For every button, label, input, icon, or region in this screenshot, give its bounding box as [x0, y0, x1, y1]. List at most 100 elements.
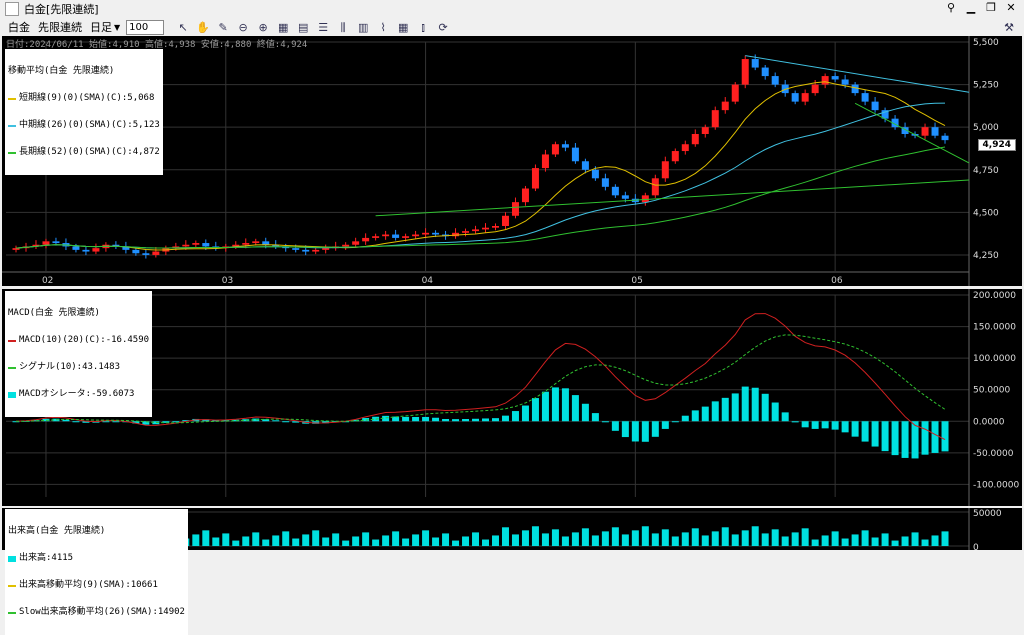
- close-button[interactable]: ✕: [1006, 1, 1016, 14]
- grid-icon[interactable]: ▤: [297, 20, 309, 34]
- legend-swatch: [8, 151, 16, 154]
- candle-body: [611, 186, 619, 196]
- candle-body: [761, 67, 769, 77]
- candle-body: [891, 118, 899, 128]
- volume-bar: [282, 531, 290, 546]
- candle-icon[interactable]: ⫾: [421, 20, 425, 34]
- price-chart[interactable]: 5,500 5,250 5,000 4,750 4,500 4,250 02 03 04 05 06: [2, 36, 1022, 286]
- volume-bar: [292, 538, 300, 546]
- pointer-icon[interactable]: ↖: [178, 20, 188, 34]
- macd-panel[interactable]: 200.0000 150.0000 100.0000 50.0000 0.0000 -50…: [2, 289, 1022, 506]
- chart-settings-icon[interactable]: ▦: [277, 20, 289, 34]
- legend-label: MACD(10)(20)(C):-16.4590: [19, 335, 150, 345]
- osc-bar: [721, 397, 729, 422]
- candle-body: [342, 244, 350, 247]
- osc-bar: [811, 421, 819, 429]
- osc-bar: [422, 416, 430, 422]
- refresh-icon[interactable]: ⟳: [438, 20, 448, 34]
- y-tick-label: 50000: [973, 509, 1002, 519]
- list-icon[interactable]: ☰: [318, 20, 329, 34]
- candle-body: [791, 93, 799, 102]
- legend-label: MACDオシレータ:-59.6073: [19, 389, 135, 399]
- macd-legend[interactable]: MACD(白金 先限連続) MACD(10)(20)(C):-16.4590 シ…: [5, 291, 153, 417]
- volume-bar: [402, 538, 410, 546]
- chevron-down-icon[interactable]: ▼: [114, 22, 121, 32]
- volume-bar: [192, 534, 200, 546]
- x-tick-label: 02: [42, 276, 53, 286]
- volume-bar: [921, 539, 929, 546]
- candle-body: [132, 249, 140, 254]
- bar-chart-icon[interactable]: ▥: [357, 20, 369, 34]
- y-tick-label: 50.0000: [973, 386, 1010, 396]
- volume-bar: [352, 536, 360, 546]
- osc-bar: [751, 387, 759, 422]
- osc-bar: [601, 421, 609, 423]
- ma-legend[interactable]: 移動平均(白金 先限連続) 短期線(9)(0)(SMA)(C):5,068 中期…: [5, 49, 163, 175]
- candle-body: [412, 234, 420, 237]
- volume-bar: [472, 532, 480, 546]
- volume-bar: [482, 539, 490, 546]
- volume-legend[interactable]: 出来高(白金 先限連続) 出来高:4115 出来高移動平均(9)(SMA):10…: [5, 509, 188, 635]
- osc-bar: [701, 406, 709, 422]
- candle-body: [262, 241, 270, 245]
- macd-line: [15, 313, 946, 441]
- pencil-icon[interactable]: ✎: [218, 20, 228, 34]
- volume-bar: [452, 540, 460, 546]
- candle-body: [521, 188, 529, 203]
- osc-bar: [112, 421, 120, 423]
- osc-bar: [671, 421, 679, 423]
- osc-bar: [771, 402, 779, 422]
- minimize-button[interactable]: ▁: [966, 1, 976, 14]
- candle-body: [142, 253, 150, 255]
- legend-swatch: [8, 611, 16, 614]
- candle-body: [172, 246, 180, 249]
- candle-body: [871, 101, 879, 111]
- restore-button[interactable]: ❐: [986, 1, 996, 14]
- osc-bar: [342, 421, 350, 423]
- period-dropdown[interactable]: 日足: [90, 21, 112, 34]
- osc-bar: [72, 421, 80, 423]
- y-tick-label: -50.0000: [973, 449, 1014, 459]
- pin-icon[interactable]: ⚲: [946, 1, 956, 14]
- volume-legend-vol: 出来高:4115: [8, 554, 185, 563]
- macd-legend-title: MACD(白金 先限連続): [8, 308, 100, 318]
- table-icon[interactable]: ▦: [397, 20, 409, 34]
- candle-body: [561, 144, 569, 148]
- osc-bar: [551, 387, 559, 422]
- candle-body: [571, 147, 579, 162]
- legend-label: 中期線(26)(0)(SMA)(C):5,123: [19, 120, 160, 130]
- candle-body: [811, 84, 819, 94]
- candle-body: [42, 241, 50, 245]
- volume-bar: [561, 536, 569, 546]
- volume-bar: [382, 535, 390, 546]
- osc-bar: [372, 416, 380, 422]
- volume-bar: [621, 534, 629, 546]
- volume-bar: [222, 533, 230, 546]
- volume-panel[interactable]: 50000 0 出来高(白金 先限連続) 出来高:4115 出来高移動平均(9)(…: [2, 508, 1022, 635]
- x-tick-label: 03: [222, 276, 233, 286]
- candle-body: [352, 241, 360, 245]
- hand-icon[interactable]: ✋: [196, 20, 210, 34]
- volume-bar: [791, 532, 799, 546]
- volume-bar: [332, 533, 340, 546]
- osc-bar: [62, 419, 70, 422]
- volume-bar: [531, 526, 539, 546]
- line-chart-icon[interactable]: ⌇: [380, 20, 386, 34]
- count-input[interactable]: 100: [126, 19, 165, 35]
- tools-icon[interactable]: ⚒: [1004, 20, 1014, 34]
- candle-body: [432, 232, 440, 235]
- candle-body: [242, 243, 250, 245]
- contract-selector[interactable]: 先限連続: [38, 21, 82, 34]
- price-panel[interactable]: 5,500 5,250 5,000 4,750 4,500 4,250 02 03 04 05 06…: [2, 36, 1022, 286]
- zoom-in-icon[interactable]: ⊕: [258, 20, 268, 34]
- macd-chart[interactable]: 200.0000 150.0000 100.0000 50.0000 0.0000 -50…: [2, 289, 1022, 506]
- indicator-icon[interactable]: ⫼: [340, 20, 346, 34]
- candle-body: [82, 249, 90, 252]
- candle-body: [92, 248, 100, 252]
- volume-bar: [691, 528, 699, 546]
- zoom-out-icon[interactable]: ⊖: [238, 20, 248, 34]
- osc-bar: [591, 413, 599, 422]
- item-selector[interactable]: 白金: [8, 21, 30, 34]
- candle-body: [801, 93, 809, 102]
- candle-body: [751, 59, 759, 68]
